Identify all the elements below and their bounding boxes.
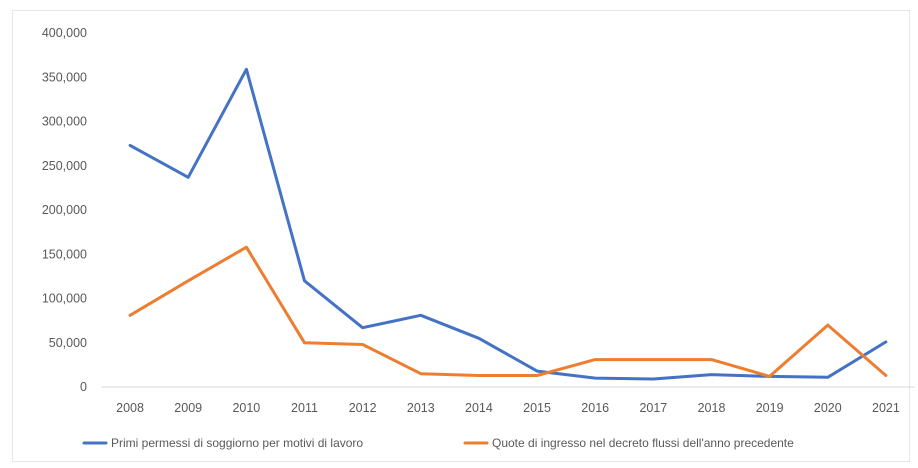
- x-tick-label: 2018: [698, 401, 726, 415]
- x-tick-label: 2019: [756, 401, 784, 415]
- y-tick-label: 50,000: [49, 336, 87, 350]
- legend: Primi permessi di soggiorno per motivi d…: [82, 436, 794, 450]
- y-tick-label: 350,000: [42, 70, 87, 84]
- x-tick-label: 2015: [523, 401, 551, 415]
- x-tick-label: 2010: [232, 401, 260, 415]
- x-tick-label: 2016: [581, 401, 609, 415]
- y-axis-ticks: 0 50,000 100,000 150,000 200,000 250,000 300,0…: [42, 26, 87, 394]
- y-tick-label: 150,000: [42, 247, 87, 261]
- x-tick-label: 2017: [639, 401, 667, 415]
- x-axis-ticks: 2008 2009 2010 2011 2012 2013 2014 2015 2016 2017…: [116, 401, 900, 415]
- x-tick-label: 2020: [814, 401, 842, 415]
- y-tick-label: 0: [80, 380, 87, 394]
- x-tick-label: 2012: [349, 401, 377, 415]
- y-tick-label: 400,000: [42, 26, 87, 40]
- y-tick-label: 250,000: [42, 159, 87, 173]
- x-tick-label: 2009: [174, 401, 202, 415]
- legend-label-1: Primi permessi di soggiorno per motivi d…: [111, 436, 363, 450]
- x-tick-label: 2014: [465, 401, 493, 415]
- series-line-2: [128, 245, 888, 378]
- x-tick-label: 2021: [872, 401, 900, 415]
- x-tick-label: 2008: [116, 401, 144, 415]
- x-tick-label: 2013: [407, 401, 435, 415]
- y-tick-label: 100,000: [42, 292, 87, 306]
- y-tick-label: 300,000: [42, 115, 87, 129]
- series-line-1: [128, 67, 888, 381]
- x-tick-label: 2011: [291, 401, 318, 415]
- y-tick-label: 200,000: [42, 203, 87, 217]
- series-lines: [128, 67, 888, 381]
- legend-label-2: Quote di ingresso nel decreto flussi del…: [492, 436, 794, 450]
